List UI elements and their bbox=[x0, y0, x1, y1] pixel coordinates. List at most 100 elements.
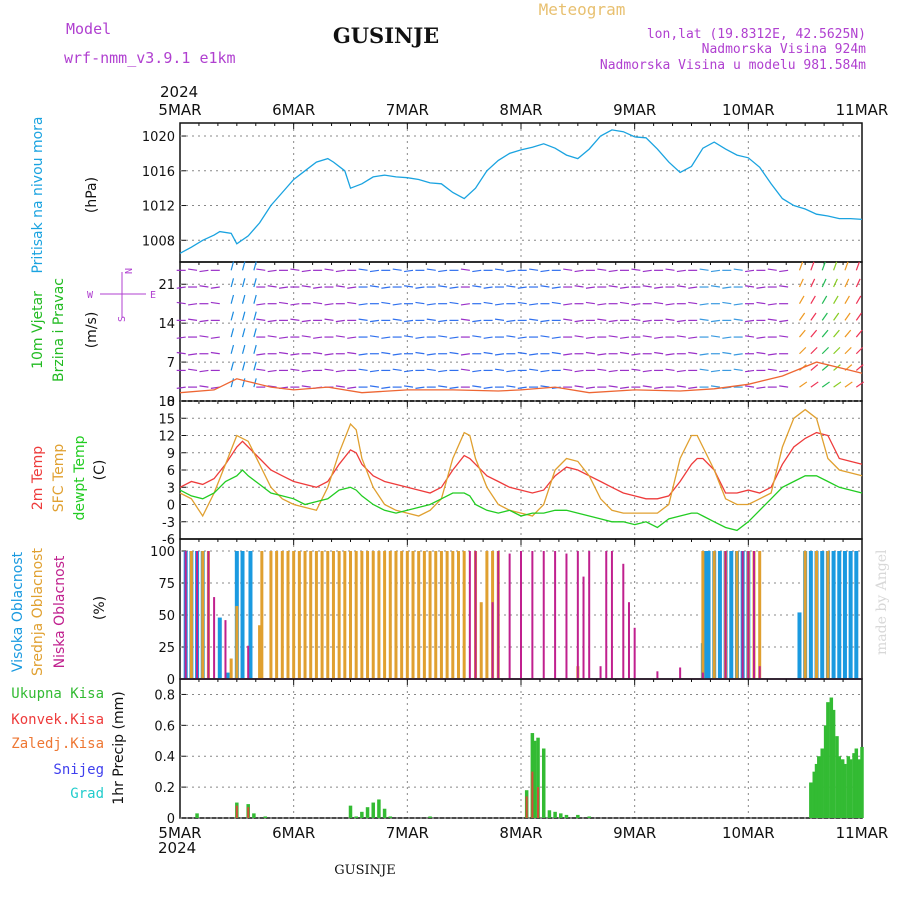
mid-cloud-bar bbox=[314, 551, 318, 679]
wind-arrow bbox=[494, 368, 505, 372]
wind-arrow bbox=[347, 286, 357, 289]
wind-arrow bbox=[241, 344, 246, 354]
bottom-time-tick: 5MAR bbox=[158, 824, 201, 842]
wind-arrow bbox=[415, 301, 425, 305]
wind-arrow bbox=[608, 385, 618, 388]
mid-cloud-bar bbox=[422, 551, 426, 679]
low-cloud-bar bbox=[622, 563, 625, 679]
wind-arrow bbox=[597, 303, 607, 306]
y-tick-label: 9 bbox=[167, 447, 175, 462]
mid-cloud-bar bbox=[712, 551, 716, 679]
mid-cloud-bar bbox=[260, 551, 264, 679]
wind-arrow bbox=[855, 381, 865, 388]
wind-arrow bbox=[756, 336, 766, 339]
wind-arrow bbox=[438, 269, 448, 273]
wind-arrow bbox=[779, 385, 789, 388]
wind-arrow bbox=[369, 335, 380, 338]
wind-arrow bbox=[241, 378, 246, 388]
wind-arrow bbox=[585, 301, 595, 305]
wind-arrow bbox=[779, 319, 789, 323]
bottom-time-tick: 6MAR bbox=[272, 824, 315, 842]
wind-arrow bbox=[176, 386, 186, 389]
mid-cloud-bar bbox=[320, 551, 324, 679]
wind-arrow bbox=[404, 285, 414, 288]
cloud-ylabel-3: Niska Oblacnost bbox=[52, 555, 68, 668]
wind-arrow bbox=[585, 351, 595, 355]
high-cloud-bar bbox=[854, 551, 859, 679]
compass-s: S bbox=[117, 316, 128, 322]
total-precip-bar bbox=[829, 697, 834, 818]
precip-legend-label: Ukupna Kisa bbox=[11, 686, 104, 702]
mid-cloud-bar bbox=[229, 658, 233, 679]
wind-arrow bbox=[551, 336, 561, 339]
wind-arrow bbox=[199, 385, 209, 388]
wind-arrow bbox=[369, 285, 380, 288]
total-precip-bar bbox=[587, 816, 591, 818]
wind-arrow bbox=[608, 335, 618, 338]
wind-arrow bbox=[415, 336, 425, 339]
wind-arrow bbox=[799, 381, 808, 388]
high-cloud-bar bbox=[842, 551, 847, 679]
wind-arrow bbox=[688, 336, 698, 339]
temp-ylabel-1: 2m Temp bbox=[30, 446, 46, 510]
panel-precipitation: 0 0.2 0.4 0.6 0.8 bbox=[154, 678, 864, 827]
wind-arrow bbox=[426, 303, 436, 306]
low-cloud-bar bbox=[554, 551, 557, 679]
wind-arrow bbox=[256, 303, 266, 306]
total-precip-bar bbox=[388, 816, 393, 818]
wind-arrow bbox=[631, 268, 641, 271]
y-tick-label: 0.4 bbox=[154, 750, 175, 765]
wind-arrow bbox=[324, 368, 334, 372]
top-time-tick: 11MAR bbox=[836, 101, 889, 119]
wind-arrow bbox=[779, 335, 789, 338]
wind-arrow bbox=[438, 369, 448, 373]
panel-pressure: 1008 1012 1016 1020 bbox=[142, 122, 863, 263]
total-precip-bar bbox=[826, 702, 830, 818]
wind-arrow bbox=[665, 268, 675, 271]
wind-arrow bbox=[676, 369, 686, 373]
wind-arrow bbox=[608, 369, 618, 373]
y-tick-label: 0 bbox=[167, 673, 175, 688]
wind-arrow bbox=[506, 369, 516, 373]
wind-arrow bbox=[404, 269, 414, 273]
wind-arrow bbox=[574, 285, 584, 288]
low-cloud-bar bbox=[565, 553, 568, 679]
mid-cloud-bar bbox=[354, 551, 358, 679]
wind-arrow bbox=[779, 369, 789, 373]
wind-arrow bbox=[642, 385, 652, 388]
total-precip-bar bbox=[576, 814, 580, 818]
dewpt-line bbox=[179, 469, 863, 532]
total-precip-bar bbox=[263, 816, 267, 818]
mid-cloud-bar bbox=[377, 551, 381, 679]
y-tick-label: 15 bbox=[158, 412, 175, 427]
wind-arrow bbox=[404, 385, 414, 388]
lonlat-text: lon,lat (19.8312E, 42.5625N) bbox=[647, 27, 866, 42]
top-time-tick: 7MAR bbox=[386, 101, 429, 119]
wind-arrow bbox=[722, 351, 732, 355]
wind-arrow bbox=[176, 301, 186, 305]
total-precip-bar bbox=[252, 813, 256, 818]
top-time-tick: 9MAR bbox=[613, 101, 656, 119]
precip-legend-label: Snijeg bbox=[53, 762, 104, 778]
wind-arrow bbox=[392, 353, 402, 356]
low-cloud-bar bbox=[758, 666, 761, 679]
total-precip-bar bbox=[860, 746, 864, 818]
wind-arrow bbox=[313, 336, 323, 339]
wind-arrow bbox=[230, 294, 235, 304]
wind-arrow bbox=[855, 364, 864, 371]
wind-arrow bbox=[483, 286, 493, 289]
wind-speed-line bbox=[179, 361, 863, 394]
wind-arrow bbox=[855, 346, 864, 355]
wind-arrow bbox=[460, 303, 470, 306]
wind-arrow bbox=[438, 285, 448, 288]
wind-arrow bbox=[710, 385, 721, 388]
wind-arrow bbox=[335, 319, 345, 323]
wind-arrow bbox=[745, 369, 755, 373]
wind-arrow bbox=[688, 386, 698, 389]
wind-arrow bbox=[210, 286, 220, 289]
y-tick-label: 0.8 bbox=[154, 688, 175, 703]
wind-arrow bbox=[335, 369, 345, 373]
bottom-time-tick: 10MAR bbox=[722, 824, 775, 842]
wind-arrow bbox=[540, 269, 550, 273]
